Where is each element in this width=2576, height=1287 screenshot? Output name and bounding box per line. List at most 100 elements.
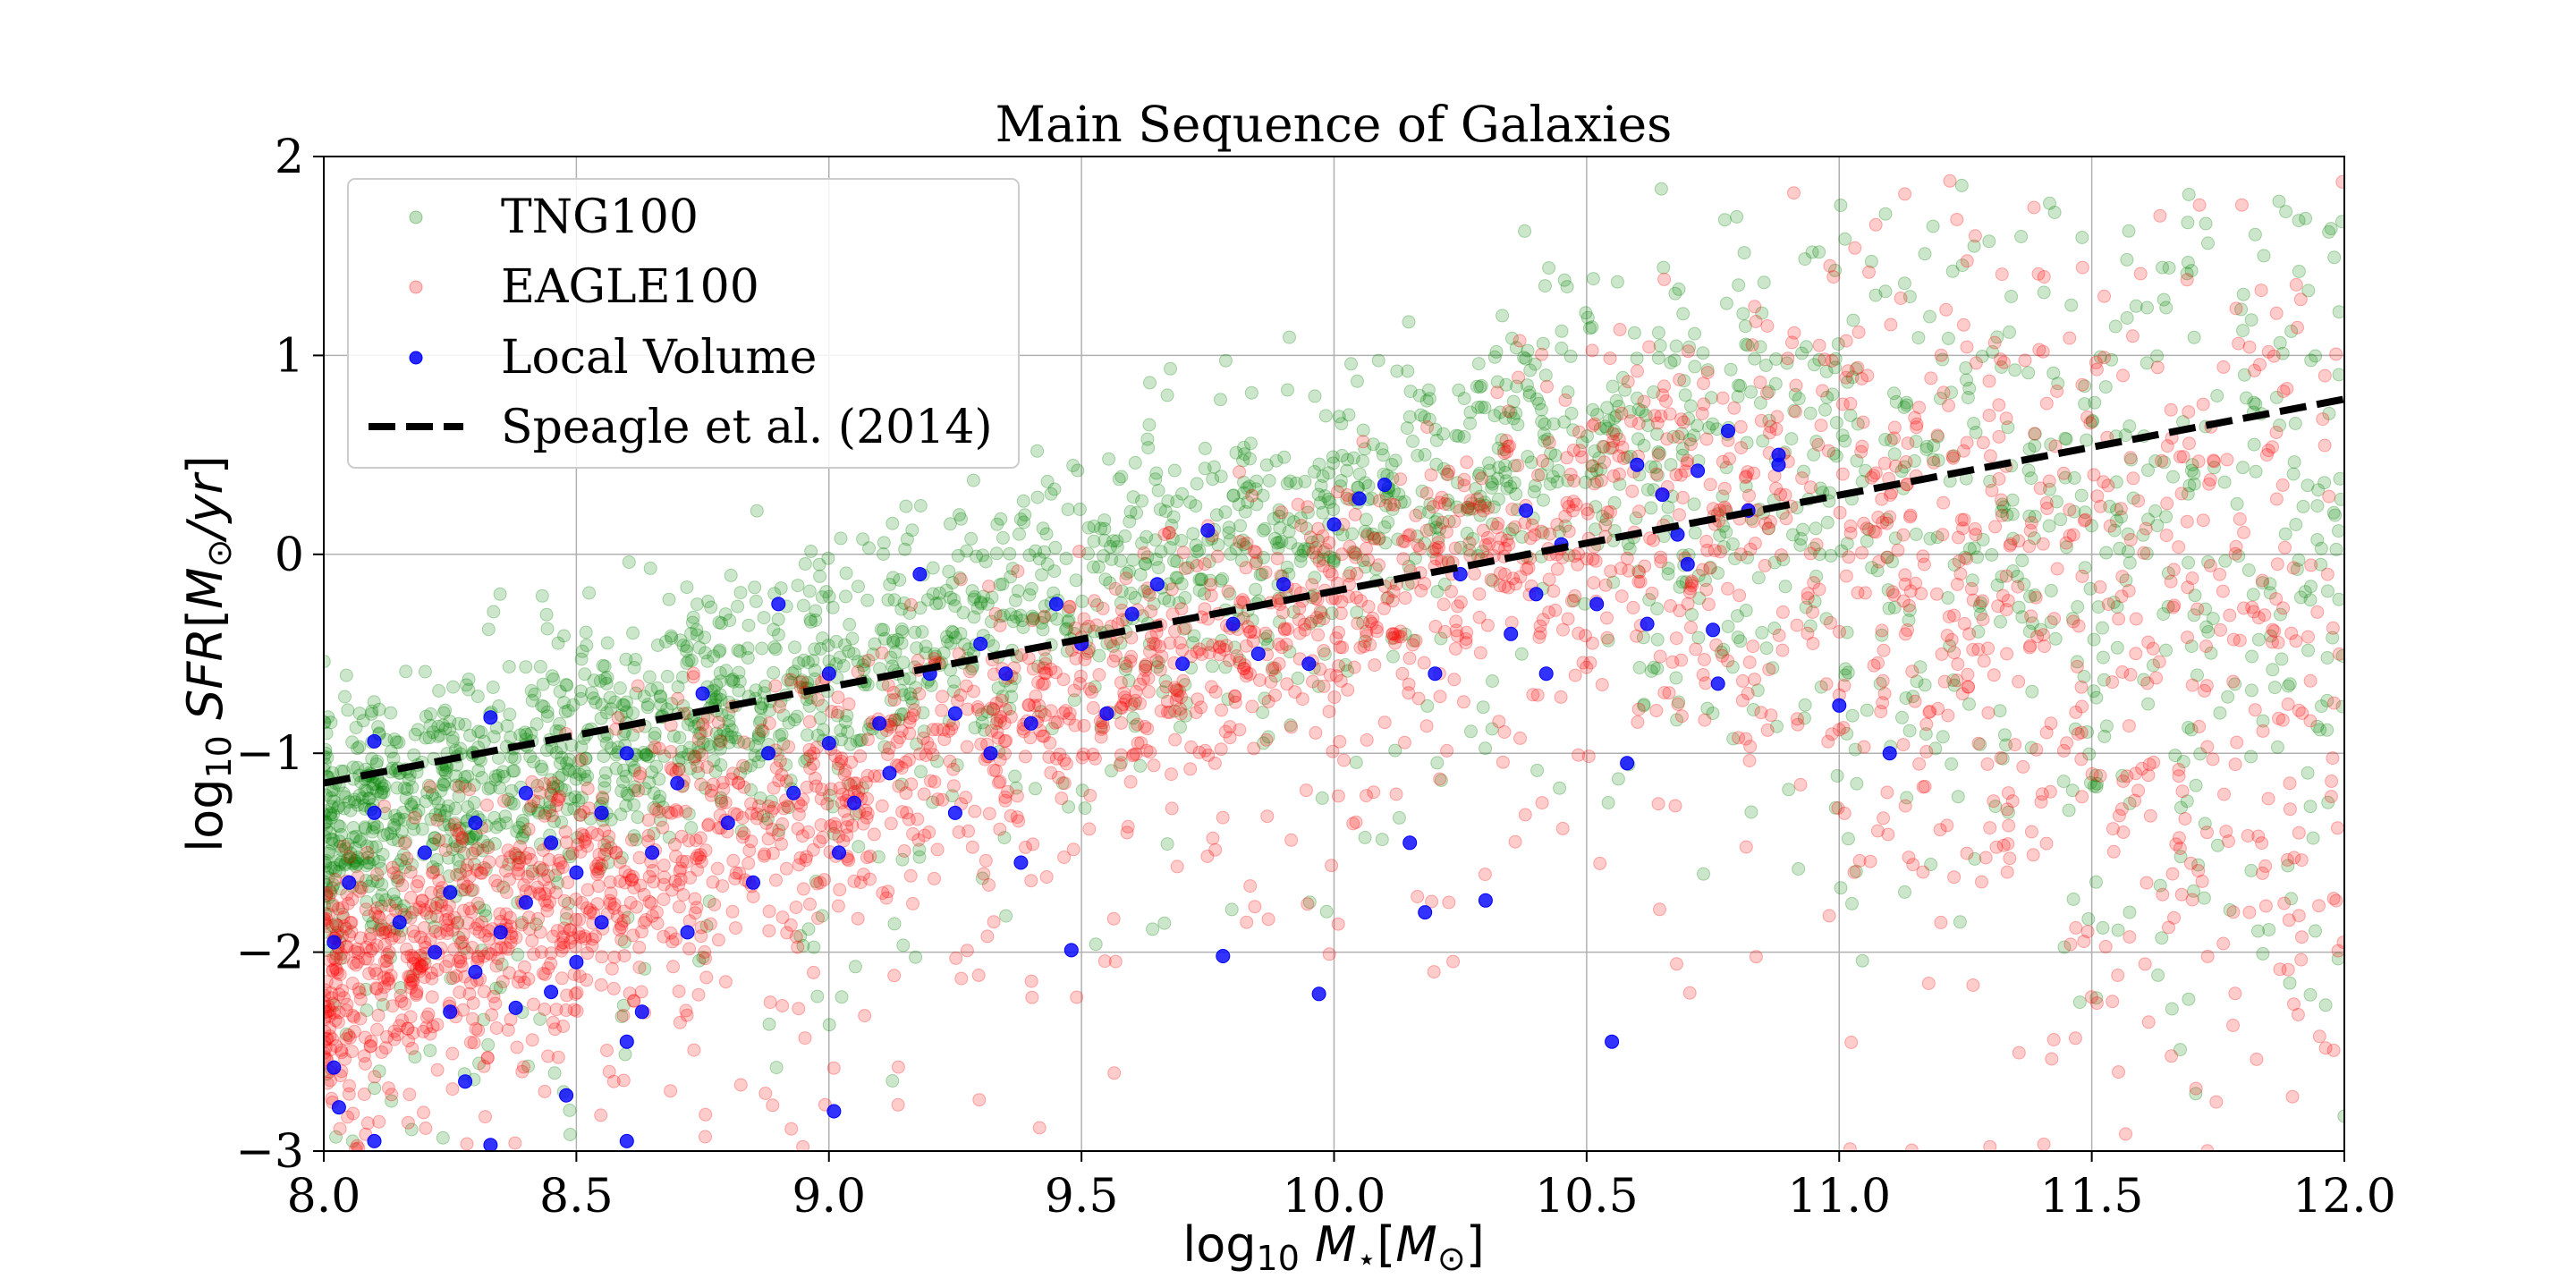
tng100-point [1499,377,1513,392]
tng100-point [1185,555,1199,570]
eagle100-point [512,867,526,881]
eagle100-point [1631,715,1645,729]
tng100-point [359,982,373,996]
tng100-point [665,631,679,645]
tng100-point [1486,674,1499,688]
eagle100-point [737,826,751,841]
tng100-point [1146,922,1160,936]
tng100-point [524,726,538,741]
tng100-point [861,722,876,736]
tng100-point [808,642,822,656]
tng100-point [2201,236,2215,250]
tng100-point [847,647,860,661]
tng100-point [1919,727,1933,741]
eagle100-point [2172,763,2186,776]
tng100-point [1975,350,1989,363]
tng100-point [386,751,401,766]
tng100-point [1993,704,2007,718]
eagle100-point [1987,335,2002,350]
eagle100-point [1568,668,1582,682]
tng100-point [755,641,769,656]
tng100-point [2042,519,2056,533]
tng100-point [979,555,993,569]
tng100-point [2301,284,2316,298]
eagle100-point [773,754,787,768]
tng100-point [525,693,539,707]
tng100-point [1386,649,1400,664]
eagle100-point [1318,543,1333,556]
eagle100-point [775,999,790,1012]
eagle100-point [370,868,385,882]
tng100-point [1668,286,1682,301]
tng100-point [1843,409,1858,422]
eagle100-point [1749,950,1763,964]
tng100-points [324,178,2344,1148]
eagle100-point [2242,905,2257,919]
eagle100-point [333,1122,347,1136]
tng100-point [2334,492,2344,506]
tng100-point [324,844,336,859]
tng100-point [650,639,665,652]
eagle100-point [2232,336,2246,351]
tng100-point [802,699,817,713]
tng100-point [749,683,763,698]
tng100-point [543,800,557,815]
tng100-point [1388,453,1402,468]
tng100-point [1732,278,1746,292]
tng100-point [1641,419,1655,433]
tng100-point [437,817,451,832]
tng100-point [523,749,538,764]
tng100-point [1140,550,1155,564]
tng100-point [366,874,380,888]
tng100-point [659,635,673,648]
tng100-point [1312,457,1326,471]
tng100-point [1792,862,1806,876]
eagle100-point [965,840,979,854]
eagle100-point [610,910,624,924]
tng100-point [857,663,871,677]
eagle100-point [2269,492,2284,506]
eagle100-point [1863,854,1877,868]
eagle100-point [1741,465,1755,479]
tng100-point [1609,428,1623,442]
tng100-point [965,584,979,598]
tng100-point [699,919,714,933]
tng100-point [1499,474,1513,488]
tng100-point [377,785,391,800]
eagle100-point [2292,909,2306,923]
tng100-point [1900,395,1913,410]
eagle100-point [573,808,588,822]
eagle100-point [1614,406,1629,420]
tng100-point [1607,411,1622,425]
tng100-point [2113,541,2127,555]
tng100-point [2099,546,2114,560]
tng100-point [999,909,1013,923]
tng100-point [1350,374,1364,388]
eagle100-point [2070,659,2084,673]
tng100-point [1128,590,1142,605]
tng100-point [656,800,670,815]
eagle100-point [1542,605,1556,620]
tng100-point [628,763,641,777]
tng100-point [1055,776,1070,791]
tng100-point [1845,370,1860,385]
tng100-point [464,884,479,898]
tng100-point [2303,800,2318,814]
tng100-point [461,800,475,814]
tng100-point [1160,388,1174,402]
tng100-point [1050,612,1064,626]
tng100-point [434,783,448,798]
tng100-point [894,636,909,650]
tng100-point [699,781,713,795]
tng100-point [1700,701,1715,715]
eagle100-point [1733,419,1748,434]
eagle100-point [1735,673,1750,688]
eagle100-point [1126,749,1140,763]
eagle100-point [664,745,678,758]
tng100-point [1670,713,1684,727]
tng100-point [1165,519,1179,532]
tng100-point [1381,515,1395,529]
tng100-point [496,880,511,894]
tng100-point [1690,419,1705,433]
tng100-point [1840,537,1854,551]
